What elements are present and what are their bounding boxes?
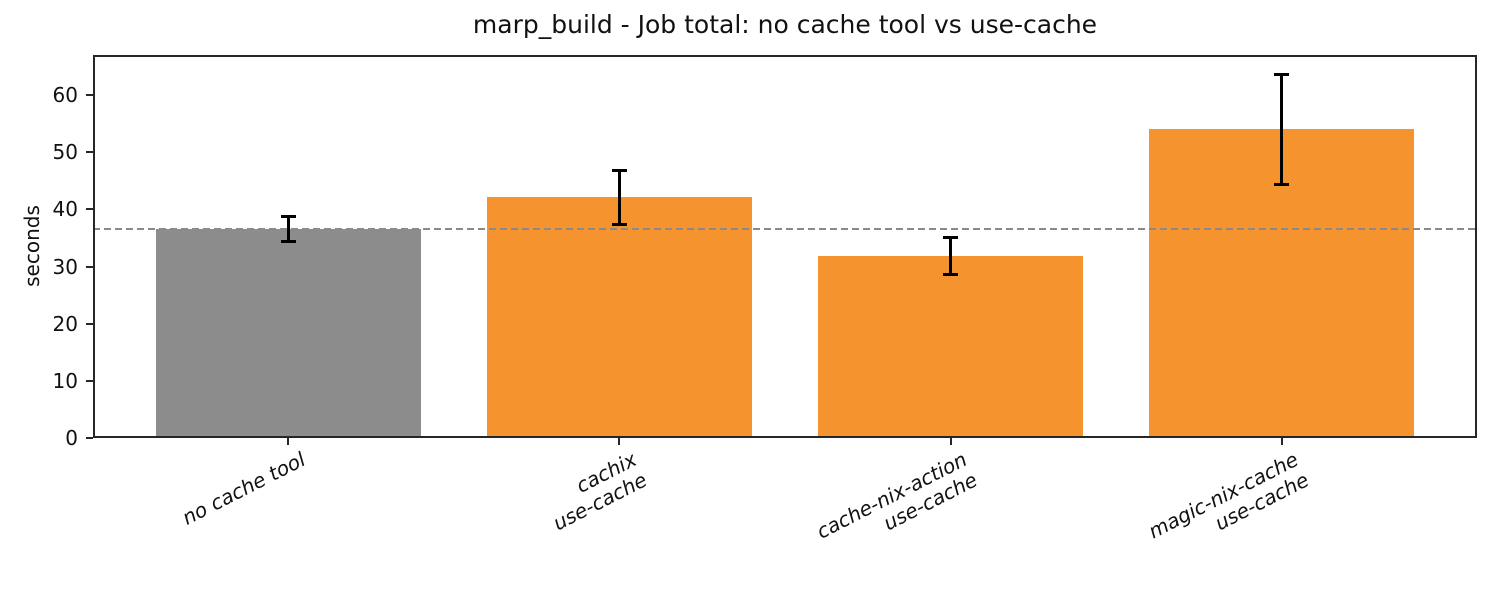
y-tick-mark <box>86 322 93 325</box>
error-bar-cap-bottom <box>943 273 959 277</box>
error-bar-cap-bottom <box>280 239 296 243</box>
bar <box>487 197 752 438</box>
error-bar-cap-top <box>943 236 959 240</box>
error-bar-cap-top <box>1274 72 1290 76</box>
y-tick-label: 10 <box>52 368 78 393</box>
y-tick-mark <box>86 379 93 382</box>
y-tick-label: 0 <box>65 426 78 450</box>
error-bar-stem <box>1280 73 1284 185</box>
error-bar-stem <box>949 237 953 276</box>
bar <box>155 228 421 438</box>
baseline-dashed-line <box>93 227 1477 230</box>
y-tick-label: 30 <box>52 254 78 279</box>
error-bar-cap-top <box>280 214 296 218</box>
x-tick-label: magic-nix-cache use-cache <box>1144 447 1313 544</box>
error-bar-cap-top <box>611 168 627 172</box>
y-tick-mark <box>86 94 93 96</box>
x-tick-label: cachix use-cache <box>548 447 651 536</box>
y-tick-label: 60 <box>52 83 78 107</box>
bar <box>818 256 1083 438</box>
y-tick-label: 40 <box>52 197 78 222</box>
x-tick-mark <box>287 438 290 445</box>
x-tick-mark <box>949 438 952 445</box>
chart-title: marp_build - Job total: no cache tool vs… <box>472 10 1098 39</box>
error-bar-stem <box>617 169 621 225</box>
plot-area <box>93 55 1477 438</box>
x-tick-label: no cache tool <box>177 447 309 530</box>
y-tick-mark <box>86 265 93 268</box>
x-tick-mark <box>1280 438 1283 445</box>
y-tick-mark <box>86 437 93 439</box>
y-tick-mark <box>86 151 93 154</box>
error-bar-stem <box>286 215 290 242</box>
y-tick-label: 20 <box>52 311 78 336</box>
x-tick-label: cache-nix-action use-cache <box>812 447 982 544</box>
error-bar-cap-bottom <box>1274 182 1290 186</box>
error-bar-cap-bottom <box>611 222 627 226</box>
x-tick-mark <box>618 438 621 445</box>
y-tick-label: 50 <box>52 140 78 165</box>
y-tick-mark <box>86 208 93 211</box>
